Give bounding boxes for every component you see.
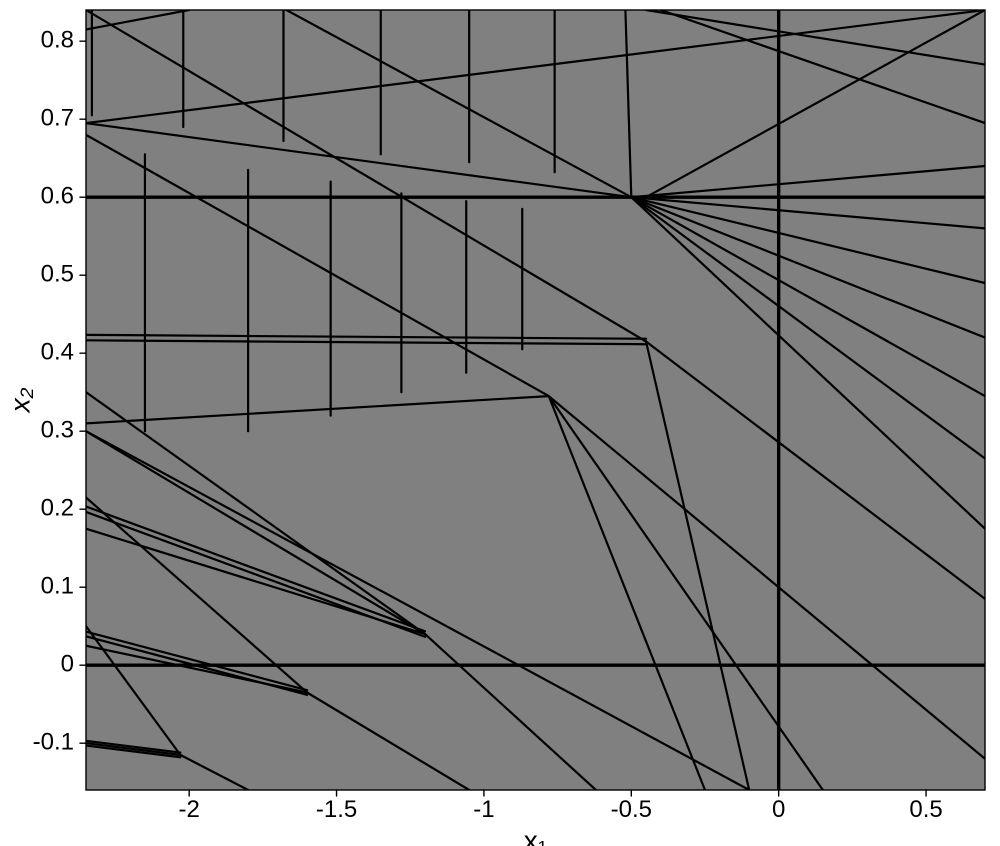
x-tick-label: -1 bbox=[473, 796, 494, 823]
x-tick-label: 0 bbox=[772, 796, 785, 823]
y-tick-label: -0.1 bbox=[33, 729, 74, 756]
x-tick-label: -2 bbox=[178, 796, 199, 823]
y-tick-label: 0.8 bbox=[41, 27, 74, 54]
y-tick-label: 0 bbox=[61, 651, 74, 678]
y-tick-label: 0.1 bbox=[41, 573, 74, 600]
y-tick-label: 0.6 bbox=[41, 183, 74, 210]
y-tick-label: 0.4 bbox=[41, 339, 74, 366]
x-axis-label: x₁ bbox=[524, 825, 547, 846]
x-tick-label: -1.5 bbox=[316, 796, 357, 823]
y-tick-label: 0.3 bbox=[41, 417, 74, 444]
x-tick-label: -0.5 bbox=[611, 796, 652, 823]
figure-container: { "figure": { "width_px": 1000, "height_… bbox=[0, 0, 1000, 846]
y-tick-label: 0.5 bbox=[41, 261, 74, 288]
y-tick-label: 0.2 bbox=[41, 495, 74, 522]
y-axis-label: x₂ bbox=[4, 387, 35, 414]
partition-plot: -2 -1.5 -1 -0.5 0 0.5 -0.1 0 0.1 0.2 0.3 0.4 0.5 0.6 0… bbox=[0, 0, 1000, 846]
x-tick-label: 0.5 bbox=[909, 796, 942, 823]
y-tick-label: 0.7 bbox=[41, 105, 74, 132]
